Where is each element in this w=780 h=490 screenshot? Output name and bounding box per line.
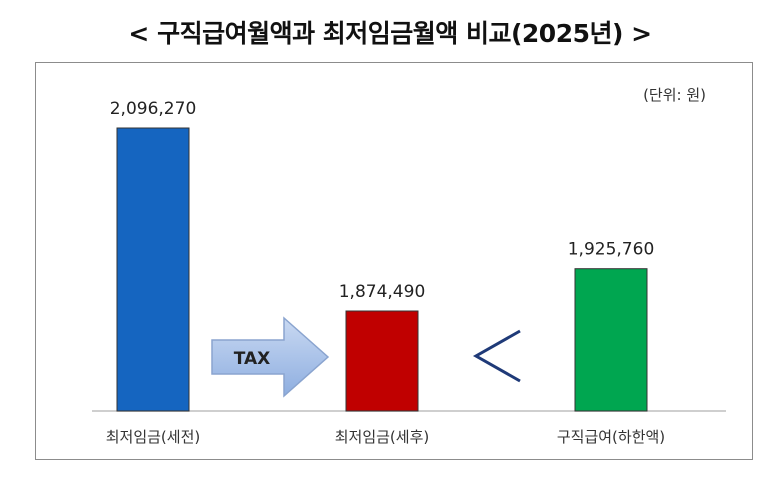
tax-arrow: TAX (211, 316, 330, 398)
tax-label: TAX (234, 349, 271, 369)
category-label-1: 최저임금(세전) (106, 428, 201, 446)
category-label-2: 최저임금(세후) (335, 428, 430, 446)
bar-1 (116, 127, 190, 412)
unit-label: (단위: 원) (643, 86, 706, 104)
bars-group: 2,096,270 최저임금(세전) 1,874,490 최저임금(세후) 1,925,… (106, 99, 665, 446)
category-label-3: 구직급여(하한액) (557, 428, 665, 446)
bar-3 (574, 268, 648, 412)
chart-title: < 구직급여월액과 최저임금월액 비교(2025년) > (128, 19, 652, 48)
data-label-1: 2,096,270 (110, 99, 197, 119)
data-label-2: 1,874,490 (339, 282, 426, 302)
chart-frame (35, 62, 753, 460)
bar-2 (345, 310, 419, 412)
data-label-3: 1,925,760 (568, 240, 655, 260)
less-than-symbol (472, 329, 521, 383)
